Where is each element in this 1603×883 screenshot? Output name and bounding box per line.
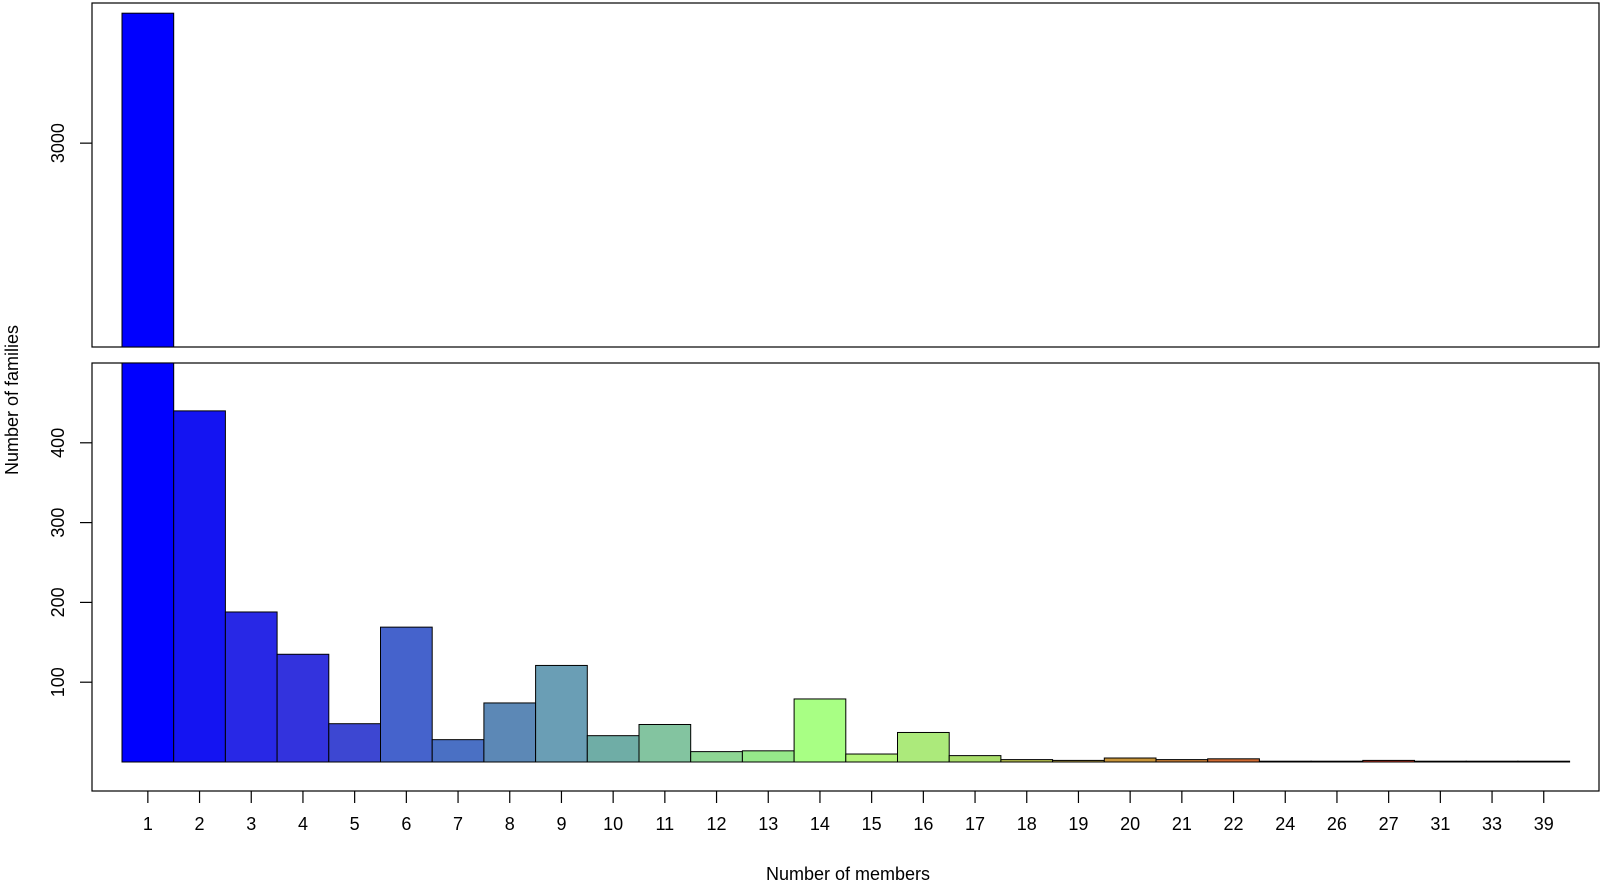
x-tick-label-1: 1 <box>143 814 153 834</box>
x-axis-title: Number of members <box>766 864 930 883</box>
x-tick-label-5: 5 <box>350 814 360 834</box>
lower-panel-frame <box>91 362 1600 792</box>
bar-lower-19 <box>1052 759 1105 763</box>
x-tick-label-27: 27 <box>1379 814 1399 834</box>
axis-ticks <box>80 142 1545 803</box>
x-tick-label-16: 16 <box>913 814 933 834</box>
x-tick-label-26: 26 <box>1327 814 1347 834</box>
bar-lower-5 <box>328 723 381 763</box>
y-tick-label-lower-200: 200 <box>48 587 68 617</box>
bar-lower-15 <box>845 753 898 763</box>
x-tick-label-15: 15 <box>862 814 882 834</box>
bar-lower-17 <box>948 755 1002 763</box>
bar-lower-11 <box>638 723 692 763</box>
x-tick-label-33: 33 <box>1482 814 1502 834</box>
x-tick-label-13: 13 <box>758 814 778 834</box>
x-tick-label-3: 3 <box>246 814 256 834</box>
lower-panel-bars <box>121 362 1571 763</box>
bar-lower-10 <box>586 735 640 763</box>
x-tick-label-19: 19 <box>1068 814 1088 834</box>
bar-lower-1 <box>121 362 175 763</box>
bar-lower-8 <box>483 702 537 763</box>
x-tick-label-10: 10 <box>603 814 623 834</box>
axis-tick-labels: 1 2 3 4 5 6 7 8 9 10 11 12 13 14 15 16 17 18 19 20 21 22 24 26 2… <box>48 123 1554 834</box>
upper-panel-bars <box>121 12 175 348</box>
bar-lower-24 <box>1258 760 1312 763</box>
x-tick-label-31: 31 <box>1430 814 1450 834</box>
bar-lower-4 <box>276 653 330 763</box>
y-tick-label-lower-400: 400 <box>48 428 68 458</box>
bar-lower-12 <box>690 751 743 763</box>
x-tick-label-14: 14 <box>810 814 830 834</box>
x-tick-label-12: 12 <box>707 814 727 834</box>
x-tick-label-4: 4 <box>298 814 308 834</box>
x-tick-label-22: 22 <box>1224 814 1244 834</box>
x-tick-label-20: 20 <box>1120 814 1140 834</box>
bar-lower-39 <box>1517 760 1571 763</box>
bar-lower-33 <box>1465 760 1519 763</box>
x-tick-label-24: 24 <box>1275 814 1295 834</box>
bar-lower-14 <box>793 698 847 763</box>
bar-lower-9 <box>535 664 588 763</box>
upper-panel-frame <box>91 2 1600 348</box>
bar-upper-1 <box>121 12 175 348</box>
bar-lower-21 <box>1155 759 1209 763</box>
x-tick-label-39: 39 <box>1534 814 1554 834</box>
bar-lower-22 <box>1207 758 1260 763</box>
y-tick-label-upper-3000: 3000 <box>48 123 68 163</box>
x-tick-label-2: 2 <box>195 814 205 834</box>
bar-lower-7 <box>431 739 485 763</box>
y-axis-title: Number of families <box>2 325 22 475</box>
x-tick-label-8: 8 <box>505 814 515 834</box>
bar-lower-16 <box>897 731 950 763</box>
bar-lower-27 <box>1362 759 1416 763</box>
y-tick-label-lower-300: 300 <box>48 508 68 538</box>
y-tick-label-lower-100: 100 <box>48 667 68 697</box>
x-tick-label-18: 18 <box>1017 814 1037 834</box>
x-tick-label-9: 9 <box>556 814 566 834</box>
bar-lower-20 <box>1103 757 1157 763</box>
x-tick-label-7: 7 <box>453 814 463 834</box>
bar-lower-13 <box>741 750 795 763</box>
bar-lower-2 <box>173 410 226 763</box>
bar-lower-6 <box>380 626 433 763</box>
bar-lower-3 <box>224 611 278 763</box>
x-tick-label-21: 21 <box>1172 814 1192 834</box>
bar-lower-18 <box>1000 759 1054 763</box>
bar-lower-31 <box>1414 760 1467 763</box>
x-tick-label-17: 17 <box>965 814 985 834</box>
bar-lower-26 <box>1310 760 1364 763</box>
x-tick-label-6: 6 <box>401 814 411 834</box>
x-tick-label-11: 11 <box>656 814 675 834</box>
